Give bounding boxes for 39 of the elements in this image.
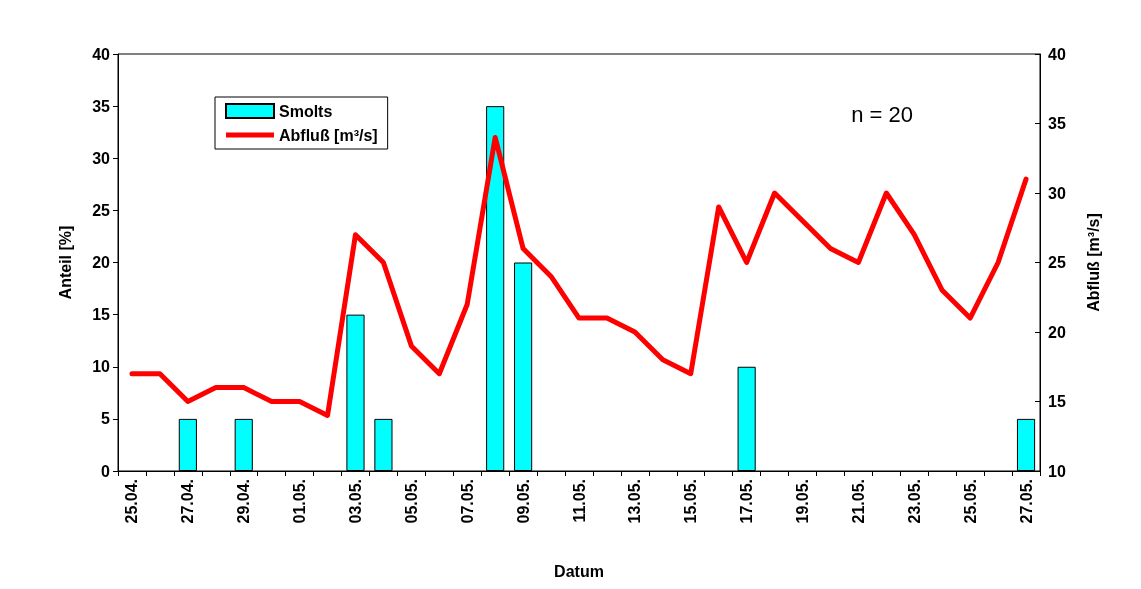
x-tick-label: 17.05. xyxy=(738,479,756,524)
y2-tick-label: 35 xyxy=(1048,115,1066,132)
y2-tick-label: 30 xyxy=(1048,184,1066,202)
y-tick-label: 0 xyxy=(101,462,111,480)
x-tick-label: 09.05. xyxy=(514,479,532,524)
x-tick-label: 11.05. xyxy=(570,479,588,523)
y2-tick-label: 15 xyxy=(1048,393,1066,410)
y2-tick-label: 40 xyxy=(1048,45,1066,63)
x-tick-label: 13.05. xyxy=(626,479,644,524)
x-tick-label: 01.05. xyxy=(291,479,309,524)
y-tick-label: 5 xyxy=(101,410,111,428)
y2-axis-title: Abfluß [m³/s] xyxy=(1084,213,1102,312)
x-tick-label: 15.05. xyxy=(682,479,700,524)
annotation: n = 20 xyxy=(851,101,913,127)
x-tick-label: 05.05. xyxy=(402,479,420,524)
y-tick-label: 25 xyxy=(92,201,111,219)
x-axis-title: Datum xyxy=(554,562,604,580)
x-tick-label: 21.05. xyxy=(849,479,867,524)
y-tick-label: 35 xyxy=(92,97,111,115)
y-tick-label: 40 xyxy=(92,45,111,63)
legend-label: Smolts xyxy=(279,102,333,120)
y-axis-title: Anteil [%] xyxy=(56,225,74,300)
legend-label: Abfluß [m³/s] xyxy=(279,126,378,144)
y-tick-label: 15 xyxy=(92,306,111,324)
x-tick-label: 27.04. xyxy=(179,479,197,524)
x-tick-label: 25.05. xyxy=(961,479,979,524)
y-tick-label: 20 xyxy=(92,254,111,271)
x-tick-label: 23.05. xyxy=(905,479,923,524)
y2-tick-label: 25 xyxy=(1048,254,1066,271)
x-tick-label: 19.05. xyxy=(794,479,812,524)
x-tick-label: 29.04. xyxy=(235,479,253,524)
y-tick-label: 30 xyxy=(92,149,111,167)
x-tick-label: 03.05. xyxy=(346,479,364,524)
x-tick-label: 25.04. xyxy=(123,479,141,524)
y-tick-label: 10 xyxy=(92,358,111,376)
y2-tick-label: 10 xyxy=(1048,462,1066,480)
x-tick-label: 27.05. xyxy=(1017,479,1035,524)
y2-tick-label: 20 xyxy=(1048,323,1066,341)
x-tick-label: 07.05. xyxy=(458,479,476,524)
